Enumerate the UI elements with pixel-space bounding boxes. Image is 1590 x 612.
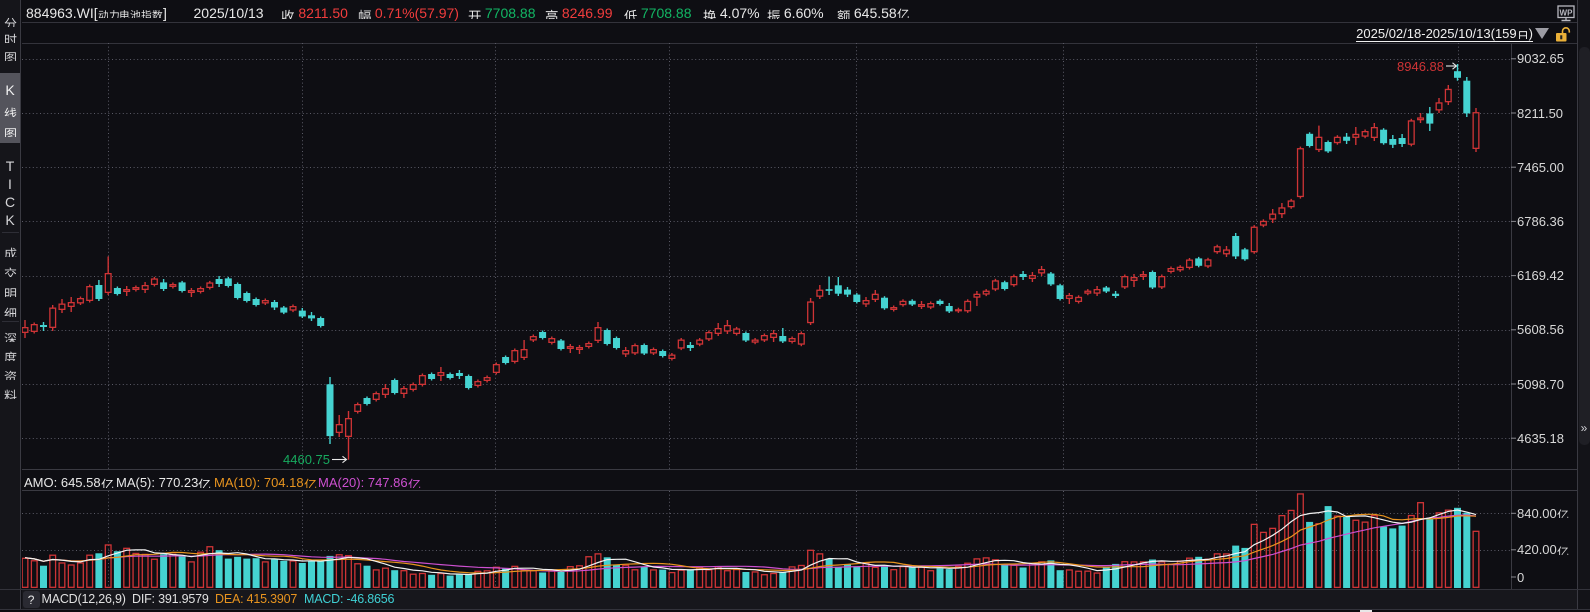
svg-text:8946.88: 8946.88 xyxy=(1397,59,1444,74)
svg-text:WP: WP xyxy=(1560,9,1574,18)
svg-text:4460.75: 4460.75 xyxy=(283,452,330,467)
